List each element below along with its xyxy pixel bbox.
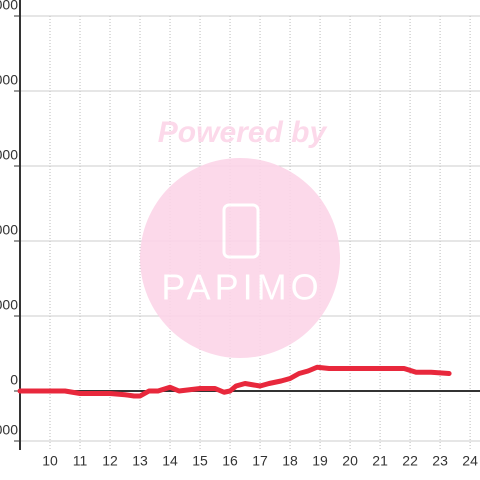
x-tick-label: 14 (162, 453, 178, 469)
data-line (17, 364, 452, 399)
x-tick-label: 10 (42, 453, 58, 469)
y-tick-label: -20,000 (0, 422, 18, 438)
x-tick-label: 13 (132, 453, 148, 469)
x-tick-label: 21 (372, 453, 388, 469)
x-tick-label: 11 (73, 453, 88, 469)
x-tick-label: 18 (282, 453, 298, 469)
x-tick-label: 15 (192, 453, 208, 469)
watermark-text: Powered by (158, 116, 328, 149)
x-tick-label: 22 (402, 453, 418, 469)
y-tick-label: 150,000 (0, 0, 18, 13)
y-tick-label: 120,000 (0, 72, 18, 88)
x-tick-label: 20 (342, 453, 358, 469)
x-tick-label: 17 (252, 453, 268, 469)
x-tick-label: 23 (432, 453, 448, 469)
x-tick-label: 19 (312, 453, 328, 469)
y-tick-label: 90,000 (0, 147, 18, 163)
x-tick-label: 12 (102, 453, 118, 469)
x-tick-label: 24 (462, 453, 478, 469)
y-tick-label: 60,000 (0, 222, 18, 238)
watermark-icon (222, 203, 260, 259)
x-tick-label: 16 (222, 453, 238, 469)
watermark: Powered by PAPIMO (140, 116, 340, 358)
watermark-text: PAPIMO (161, 267, 322, 308)
y-tick-label: 30,000 (0, 297, 18, 313)
y-tick-label: 0 (10, 372, 18, 388)
